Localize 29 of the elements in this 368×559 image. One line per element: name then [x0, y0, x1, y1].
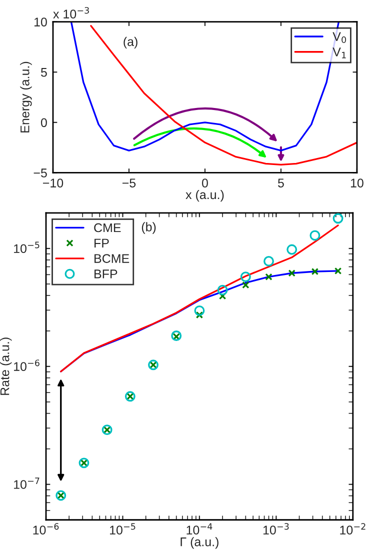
x-tick-label: 10$^{−5}$ [110, 523, 136, 535]
x-axis-title: Γ (a.u.) [180, 537, 218, 549]
x-tick-label: 5 [278, 178, 284, 188]
y-tick-label: 5 [40, 68, 47, 77]
y-tick-label: 10 [34, 18, 47, 26]
text: x 10$^{−3}$ [53, 7, 89, 18]
y-tick-label: 10$^{−5}$ [14, 242, 40, 254]
x-tick-label: 0 [202, 178, 208, 188]
y-axis-title: Energy (a.u.) [20, 62, 32, 132]
annotation: (a) [124, 36, 138, 49]
legend-label: V$_{1}$ [332, 48, 346, 58]
x-tick-label: 10$^{−3}$ [263, 523, 289, 535]
legend-label: CME [94, 223, 121, 232]
legend-label: BCME [94, 254, 130, 263]
y-tick-label: 10$^{−6}$ [14, 360, 40, 371]
legend-label: BFP [94, 270, 118, 278]
legend-label: V$_{0}$ [332, 32, 346, 44]
x-tick-label: 10 [350, 178, 364, 188]
x-axis-title: x (a.u.) [186, 190, 224, 202]
annotation: (b) [142, 222, 156, 234]
y-tick-label: 0 [40, 118, 47, 128]
x-tick-label: 10$^{−2}$ [340, 523, 366, 535]
x-tick-label: −10 [43, 178, 64, 188]
legend-label: FP [94, 238, 109, 248]
y-tick-label: −5 [34, 168, 47, 178]
x-tick-label: −5 [122, 178, 136, 188]
x-tick-label: 10$^{−4}$ [186, 523, 212, 535]
y-axis-title: Rate (a.u.) [0, 338, 12, 395]
y-tick-label: 10$^{−7}$ [14, 478, 40, 489]
